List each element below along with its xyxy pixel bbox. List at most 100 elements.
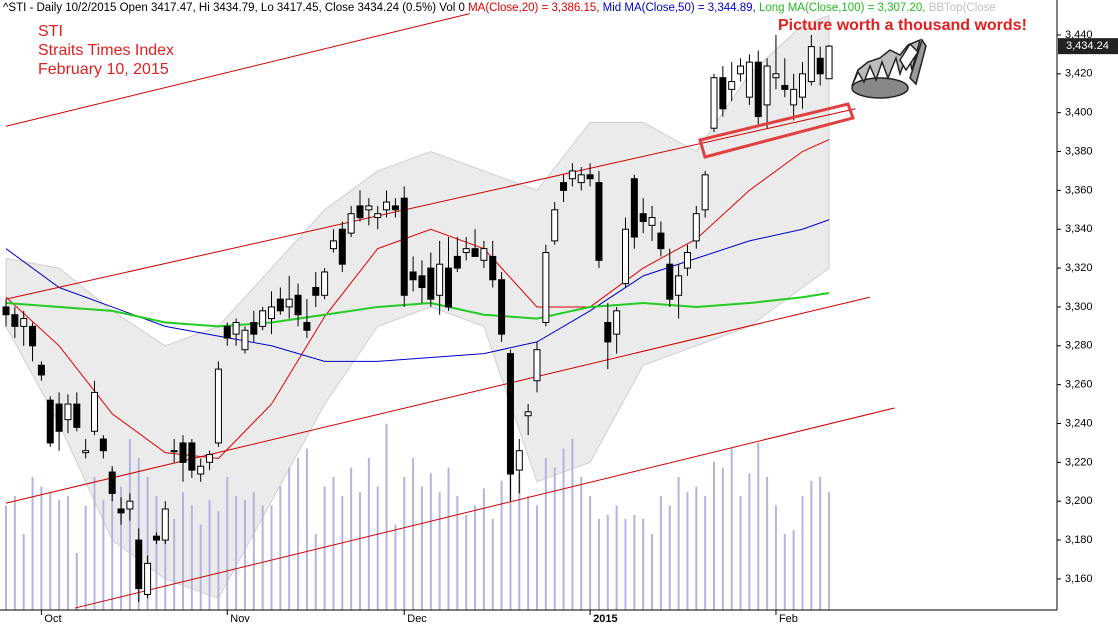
candle-body — [489, 255, 497, 281]
volume-bar — [58, 499, 61, 610]
candle-body — [126, 500, 134, 510]
candle-body — [515, 450, 523, 471]
volume-bar — [633, 515, 636, 610]
volume-bar — [721, 467, 724, 610]
volume-bar — [75, 553, 78, 610]
candle-body — [312, 287, 320, 296]
candle-body — [294, 294, 302, 316]
volume-bar — [22, 534, 25, 610]
volume-bar — [527, 496, 530, 610]
candle-body — [365, 205, 373, 211]
y-tick-label: 3,420 — [1065, 68, 1093, 80]
candle-body — [400, 197, 408, 296]
volume-bar — [571, 439, 574, 610]
candle-body — [675, 275, 683, 296]
candle-body — [170, 450, 178, 453]
volume-bar — [120, 486, 123, 610]
candle-body — [825, 45, 833, 80]
highlight-box — [698, 102, 855, 159]
candle-body — [560, 182, 568, 191]
volume-bar — [376, 486, 379, 610]
volume-bar — [332, 477, 335, 610]
volume-bar — [190, 505, 193, 610]
candle-body — [374, 213, 382, 219]
volume-bar — [40, 486, 43, 610]
candle-body — [82, 450, 90, 454]
candle-body — [29, 325, 37, 347]
candle-body — [524, 411, 532, 417]
volume-bar — [828, 492, 831, 610]
volume-bar — [173, 518, 176, 610]
candle-body — [692, 213, 700, 242]
header-quote: ^STI - Daily 10/2/2015 Open 3417.47, Hi … — [3, 2, 465, 14]
volume-bar — [164, 534, 167, 610]
candle-body — [356, 205, 364, 219]
volume-bar — [182, 492, 184, 610]
candle-body — [763, 65, 771, 106]
candle-body — [64, 403, 72, 421]
volume-bar — [456, 496, 459, 610]
volume-bar — [589, 496, 592, 610]
volume-bar — [217, 511, 220, 610]
candle-body — [338, 228, 346, 265]
volume-bar — [553, 467, 556, 610]
candle-body — [144, 562, 152, 595]
candle-body — [197, 465, 205, 475]
volume-bar — [438, 492, 441, 610]
volume-bar — [491, 518, 494, 610]
volume-bar — [429, 473, 432, 610]
candle-body — [135, 539, 143, 590]
candle-body — [383, 201, 391, 211]
y-tick-label: 3,400 — [1065, 107, 1093, 119]
candle-body — [816, 57, 824, 75]
volume-bar — [350, 467, 353, 610]
last-price-label: 3,434.24 — [1066, 40, 1109, 52]
volume-bar — [305, 448, 308, 610]
candle-body — [188, 442, 196, 471]
trend-line — [5, 13, 470, 127]
candle-body — [790, 88, 798, 106]
x-tick-label: Dec — [407, 613, 427, 625]
candle-body — [462, 248, 470, 254]
candle-body — [37, 364, 45, 376]
candle-body — [657, 232, 665, 250]
x-tick-label: 2015 — [593, 613, 617, 625]
candle-body — [453, 255, 461, 269]
candle-body — [445, 267, 452, 308]
candle-body — [772, 73, 780, 79]
volume-bar — [642, 518, 645, 610]
volume-bar — [84, 505, 87, 610]
volume-bar — [668, 505, 671, 610]
candle-body — [179, 442, 187, 463]
trend-line — [5, 108, 856, 300]
volume-bar — [111, 467, 114, 610]
candle-body — [683, 252, 691, 269]
volume-bar — [500, 480, 503, 610]
candle-body — [214, 368, 222, 444]
volume-bar — [93, 477, 96, 610]
candle-body — [799, 73, 806, 98]
volume-bar — [704, 496, 707, 610]
candle-body — [259, 310, 267, 327]
x-tick-label: Feb — [779, 613, 798, 625]
candle-body — [471, 248, 479, 257]
candle-body — [161, 508, 169, 541]
volume-bar — [730, 448, 733, 610]
chart-title: STI — [38, 23, 63, 40]
volume-bar — [536, 505, 538, 610]
volume-bar — [367, 458, 370, 610]
candle-body — [117, 508, 125, 514]
volume-bar — [615, 505, 618, 610]
volume-bar — [792, 530, 795, 610]
candle-body — [321, 271, 329, 296]
y-tick-label: 3,320 — [1065, 262, 1093, 274]
candle-body — [480, 248, 488, 261]
last-price-box — [1058, 38, 1118, 55]
volume-bar — [748, 473, 751, 610]
volume-bar — [677, 477, 680, 610]
volume-bar — [624, 518, 627, 610]
candle-body — [268, 306, 275, 320]
volume-bar — [474, 505, 477, 610]
volume-bar — [31, 477, 34, 610]
volume-bar — [651, 534, 654, 610]
